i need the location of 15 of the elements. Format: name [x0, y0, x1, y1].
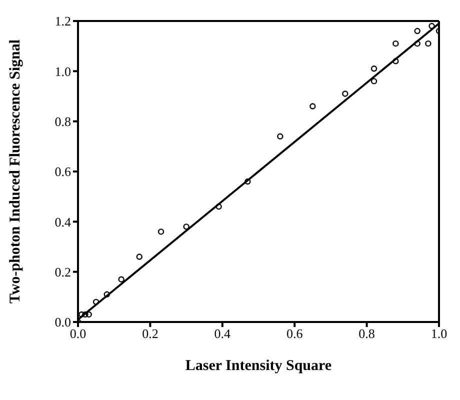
x-tick-label: 0.4	[214, 326, 232, 342]
y-tick-label: 0.0	[54, 314, 71, 330]
y-tick-label: 0.6	[54, 164, 72, 180]
x-tick-label: 0.8	[358, 326, 375, 342]
x-tick-label: 0.2	[142, 326, 158, 342]
x-axis-title: Laser Intensity Square	[185, 358, 332, 374]
y-tick-label: 0.8	[54, 114, 71, 129]
y-axis-title: Two-photon Induced Fluorescence Signal	[7, 39, 24, 304]
x-tick-label: 0.6	[286, 326, 304, 342]
y-tick-label: 1.2	[54, 14, 71, 29]
y-tick-label: 1.0	[54, 64, 71, 79]
y-tick-label: 0.2	[54, 264, 71, 280]
y-tick-label: 0.4	[54, 214, 72, 230]
x-tick-label: 1.0	[430, 326, 448, 342]
x-tick-label: 0.0	[70, 326, 86, 342]
